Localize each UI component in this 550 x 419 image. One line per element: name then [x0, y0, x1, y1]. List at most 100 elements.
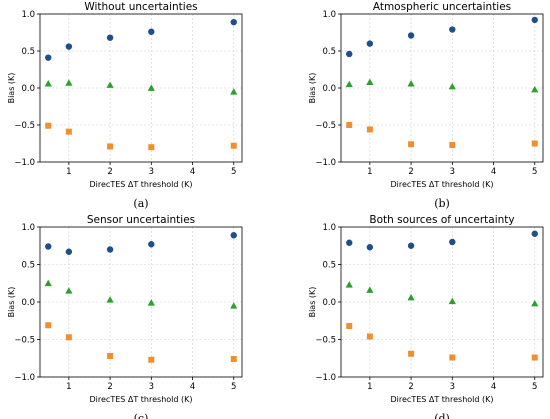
- y-tick-label: −0.5: [14, 121, 35, 131]
- data-point-circle: [230, 18, 237, 26]
- chart-title: Sensor uncertainties: [87, 214, 195, 226]
- data-point-triangle: [407, 293, 415, 301]
- panel-label: (c): [134, 412, 149, 419]
- y-tick-label: 1.0: [322, 223, 336, 233]
- y-tick-label: −1.0: [14, 158, 35, 168]
- chart-title: Atmospheric uncertainties: [373, 1, 511, 13]
- data-point-circle: [45, 54, 52, 61]
- chart-panel-3: 1 2 3 4 5 −1.0 −0.5 0.0 0.5 1.0 Sensor uncertainti…: [7, 214, 243, 419]
- data-point-square: [366, 333, 373, 340]
- data-point-square: [346, 122, 353, 128]
- data-point-triangle: [106, 81, 114, 88]
- data-point-triangle: [407, 79, 415, 87]
- data-point-square: [65, 334, 72, 341]
- x-tick-label: 3: [149, 167, 154, 177]
- panel-label: (a): [133, 197, 148, 210]
- x-tick-label: 1: [367, 382, 372, 392]
- y-tick-label: −1.0: [315, 373, 336, 383]
- data-point-circle: [45, 243, 52, 250]
- data-point-triangle: [531, 85, 539, 93]
- y-tick-label: 0.0: [322, 298, 336, 308]
- x-tick-label: 4: [491, 382, 496, 392]
- y-tick-label: −1.0: [14, 373, 35, 383]
- data-point-circle: [366, 244, 374, 251]
- x-axis-label: DirecTES ΔT threshold (K): [90, 395, 193, 404]
- data-point-square: [408, 141, 415, 148]
- data-point-square: [107, 143, 114, 150]
- data-point-circle: [346, 239, 353, 246]
- y-axis-label: Bias (K): [7, 287, 16, 318]
- data-point-triangle: [147, 299, 155, 306]
- y-tick-label: −0.5: [14, 336, 35, 346]
- data-point-circle: [65, 43, 73, 50]
- panel-label: (d): [434, 412, 450, 419]
- x-tick-label: 4: [491, 167, 496, 177]
- data-point-circle: [407, 242, 415, 249]
- data-point-square: [65, 128, 72, 135]
- data-point-circle: [366, 40, 374, 47]
- x-tick-label: 1: [66, 167, 71, 177]
- data-point-circle: [346, 50, 353, 58]
- data-point-triangle: [366, 78, 374, 85]
- y-tick-label: 0.5: [322, 261, 336, 271]
- data-point-square: [45, 122, 52, 129]
- data-point-circle: [449, 238, 456, 246]
- data-point-triangle: [230, 302, 238, 309]
- x-tick-label: 5: [532, 167, 537, 177]
- data-point-triangle: [147, 84, 155, 91]
- y-axis-label: Bias (K): [7, 73, 16, 104]
- x-tick-label: 2: [408, 167, 413, 177]
- data-point-triangle: [448, 297, 456, 305]
- data-point-square: [107, 353, 114, 359]
- data-point-square: [449, 141, 456, 148]
- data-point-triangle: [65, 287, 73, 294]
- data-point-circle: [65, 248, 73, 255]
- x-tick-label: 5: [231, 167, 236, 177]
- chart-panel-2: 1 2 3 4 5 −1.0 −0.5 0.0 0.5 1.0 Atmospheric uncert…: [308, 1, 544, 210]
- data-point-triangle: [366, 286, 374, 293]
- data-point-square: [366, 126, 373, 133]
- chart-panel-4: 1 2 3 4 5 −1.0 −0.5 0.0 0.5 1.0 Both sources of un…: [308, 214, 544, 419]
- x-tick-label: 2: [107, 382, 112, 392]
- x-axis-label: DirecTES ΔT threshold (K): [391, 180, 494, 189]
- data-point-triangle: [448, 82, 456, 90]
- y-axis-label: Bias (K): [308, 73, 317, 104]
- chart-title: Without uncertainties: [84, 1, 197, 13]
- y-tick-label: −0.5: [315, 121, 336, 131]
- y-tick-label: 0.0: [322, 84, 336, 94]
- data-point-triangle: [65, 79, 73, 86]
- data-point-square: [531, 354, 538, 361]
- chart-title: Both sources of uncertainty: [369, 214, 514, 226]
- x-tick-label: 3: [450, 167, 455, 177]
- data-point-square: [148, 144, 155, 151]
- y-tick-label: 1.0: [21, 10, 35, 20]
- y-tick-label: −0.5: [315, 336, 336, 346]
- x-tick-label: 4: [190, 382, 195, 392]
- data-point-circle: [148, 241, 155, 248]
- data-point-circle: [407, 32, 415, 39]
- data-point-square: [531, 140, 538, 147]
- data-point-square: [45, 322, 52, 329]
- data-point-circle: [106, 246, 114, 253]
- x-axis-label: DirecTES ΔT threshold (K): [391, 395, 494, 404]
- data-point-triangle: [345, 80, 353, 88]
- y-tick-label: 0.5: [21, 47, 35, 57]
- data-point-circle: [148, 28, 155, 35]
- panel-label: (b): [434, 197, 450, 210]
- data-point-triangle: [44, 279, 52, 287]
- data-point-square: [148, 356, 155, 363]
- data-point-circle: [531, 230, 538, 237]
- y-tick-label: −1.0: [315, 158, 336, 168]
- y-axis-label: Bias (K): [308, 287, 317, 318]
- y-tick-label: 1.0: [322, 10, 336, 20]
- y-tick-label: 0.5: [21, 261, 35, 271]
- chart-panel-1: 1 2 3 4 5 −1.0 −0.5 0.0 0.5 1.0 Without uncertaint…: [7, 1, 243, 210]
- x-tick-label: 3: [149, 382, 154, 392]
- x-tick-label: 1: [367, 167, 372, 177]
- data-point-circle: [531, 16, 538, 24]
- x-tick-label: 5: [231, 382, 236, 392]
- x-tick-label: 4: [190, 167, 195, 177]
- x-axis-label: DirecTES ΔT threshold (K): [90, 180, 193, 189]
- data-point-circle: [230, 232, 237, 239]
- data-point-circle: [106, 34, 114, 41]
